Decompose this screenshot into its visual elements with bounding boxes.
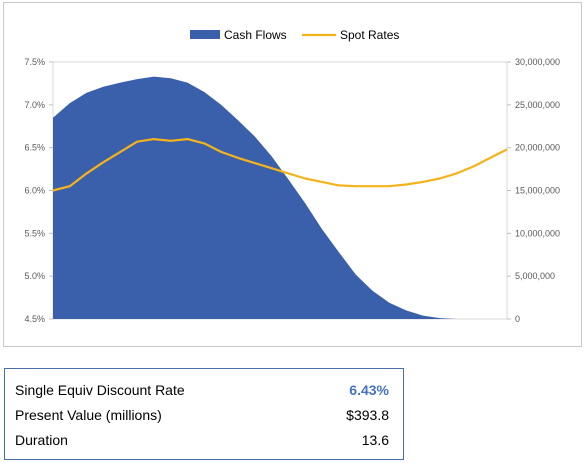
left-axis-tick-label: 5.5%	[24, 228, 45, 238]
summary-table: Single Equiv Discount Rate 6.43% Present…	[4, 368, 404, 460]
summary-label: Present Value (millions)	[15, 407, 162, 423]
right-axis-tick-label: 30,000,000	[515, 57, 560, 67]
right-axis-tick-label: 15,000,000	[515, 186, 560, 196]
right-axis-tick-label: 10,000,000	[515, 228, 560, 238]
left-axis-tick-label: 4.5%	[24, 314, 45, 324]
left-axis-tick-label: 6.5%	[24, 143, 45, 153]
summary-value: 13.6	[361, 432, 389, 448]
right-axis-tick-label: 25,000,000	[515, 100, 560, 110]
summary-label: Duration	[15, 432, 68, 448]
right-axis-tick-label: 0	[515, 314, 520, 324]
cash-flows-area	[53, 76, 507, 319]
summary-label: Single Equiv Discount Rate	[15, 382, 185, 398]
right-axis-tick-label: 20,000,000	[515, 143, 560, 153]
left-axis-tick-label: 7.5%	[24, 57, 45, 67]
summary-row-discount-rate: Single Equiv Discount Rate 6.43%	[15, 379, 389, 401]
chart-frame: 4.5% 5.0% 5.5% 6.0% 6.5% 7.0% 7.5% 0 5,000,000 10…	[3, 2, 582, 347]
legend-swatch-cash-flows	[190, 30, 220, 39]
summary-value: $393.8	[346, 407, 389, 423]
left-axis-tick-label: 6.0%	[24, 186, 45, 196]
summary-row-duration: Duration 13.6	[15, 429, 389, 451]
right-axis-tick-label: 5,000,000	[515, 271, 555, 281]
summary-value: 6.43%	[349, 382, 389, 398]
summary-row-present-value: Present Value (millions) $393.8	[15, 404, 389, 426]
cash-flows-spot-rates-chart: 4.5% 5.0% 5.5% 6.0% 6.5% 7.0% 7.5% 0 5,000,000 10…	[24, 28, 560, 324]
left-axis-tick-label: 5.0%	[24, 271, 45, 281]
spot-rates-line	[52, 138, 508, 192]
legend-label-spot-rates: Spot Rates	[340, 28, 399, 42]
legend-label-cash-flows: Cash Flows	[224, 28, 287, 42]
left-axis-tick-label: 7.0%	[24, 100, 45, 110]
